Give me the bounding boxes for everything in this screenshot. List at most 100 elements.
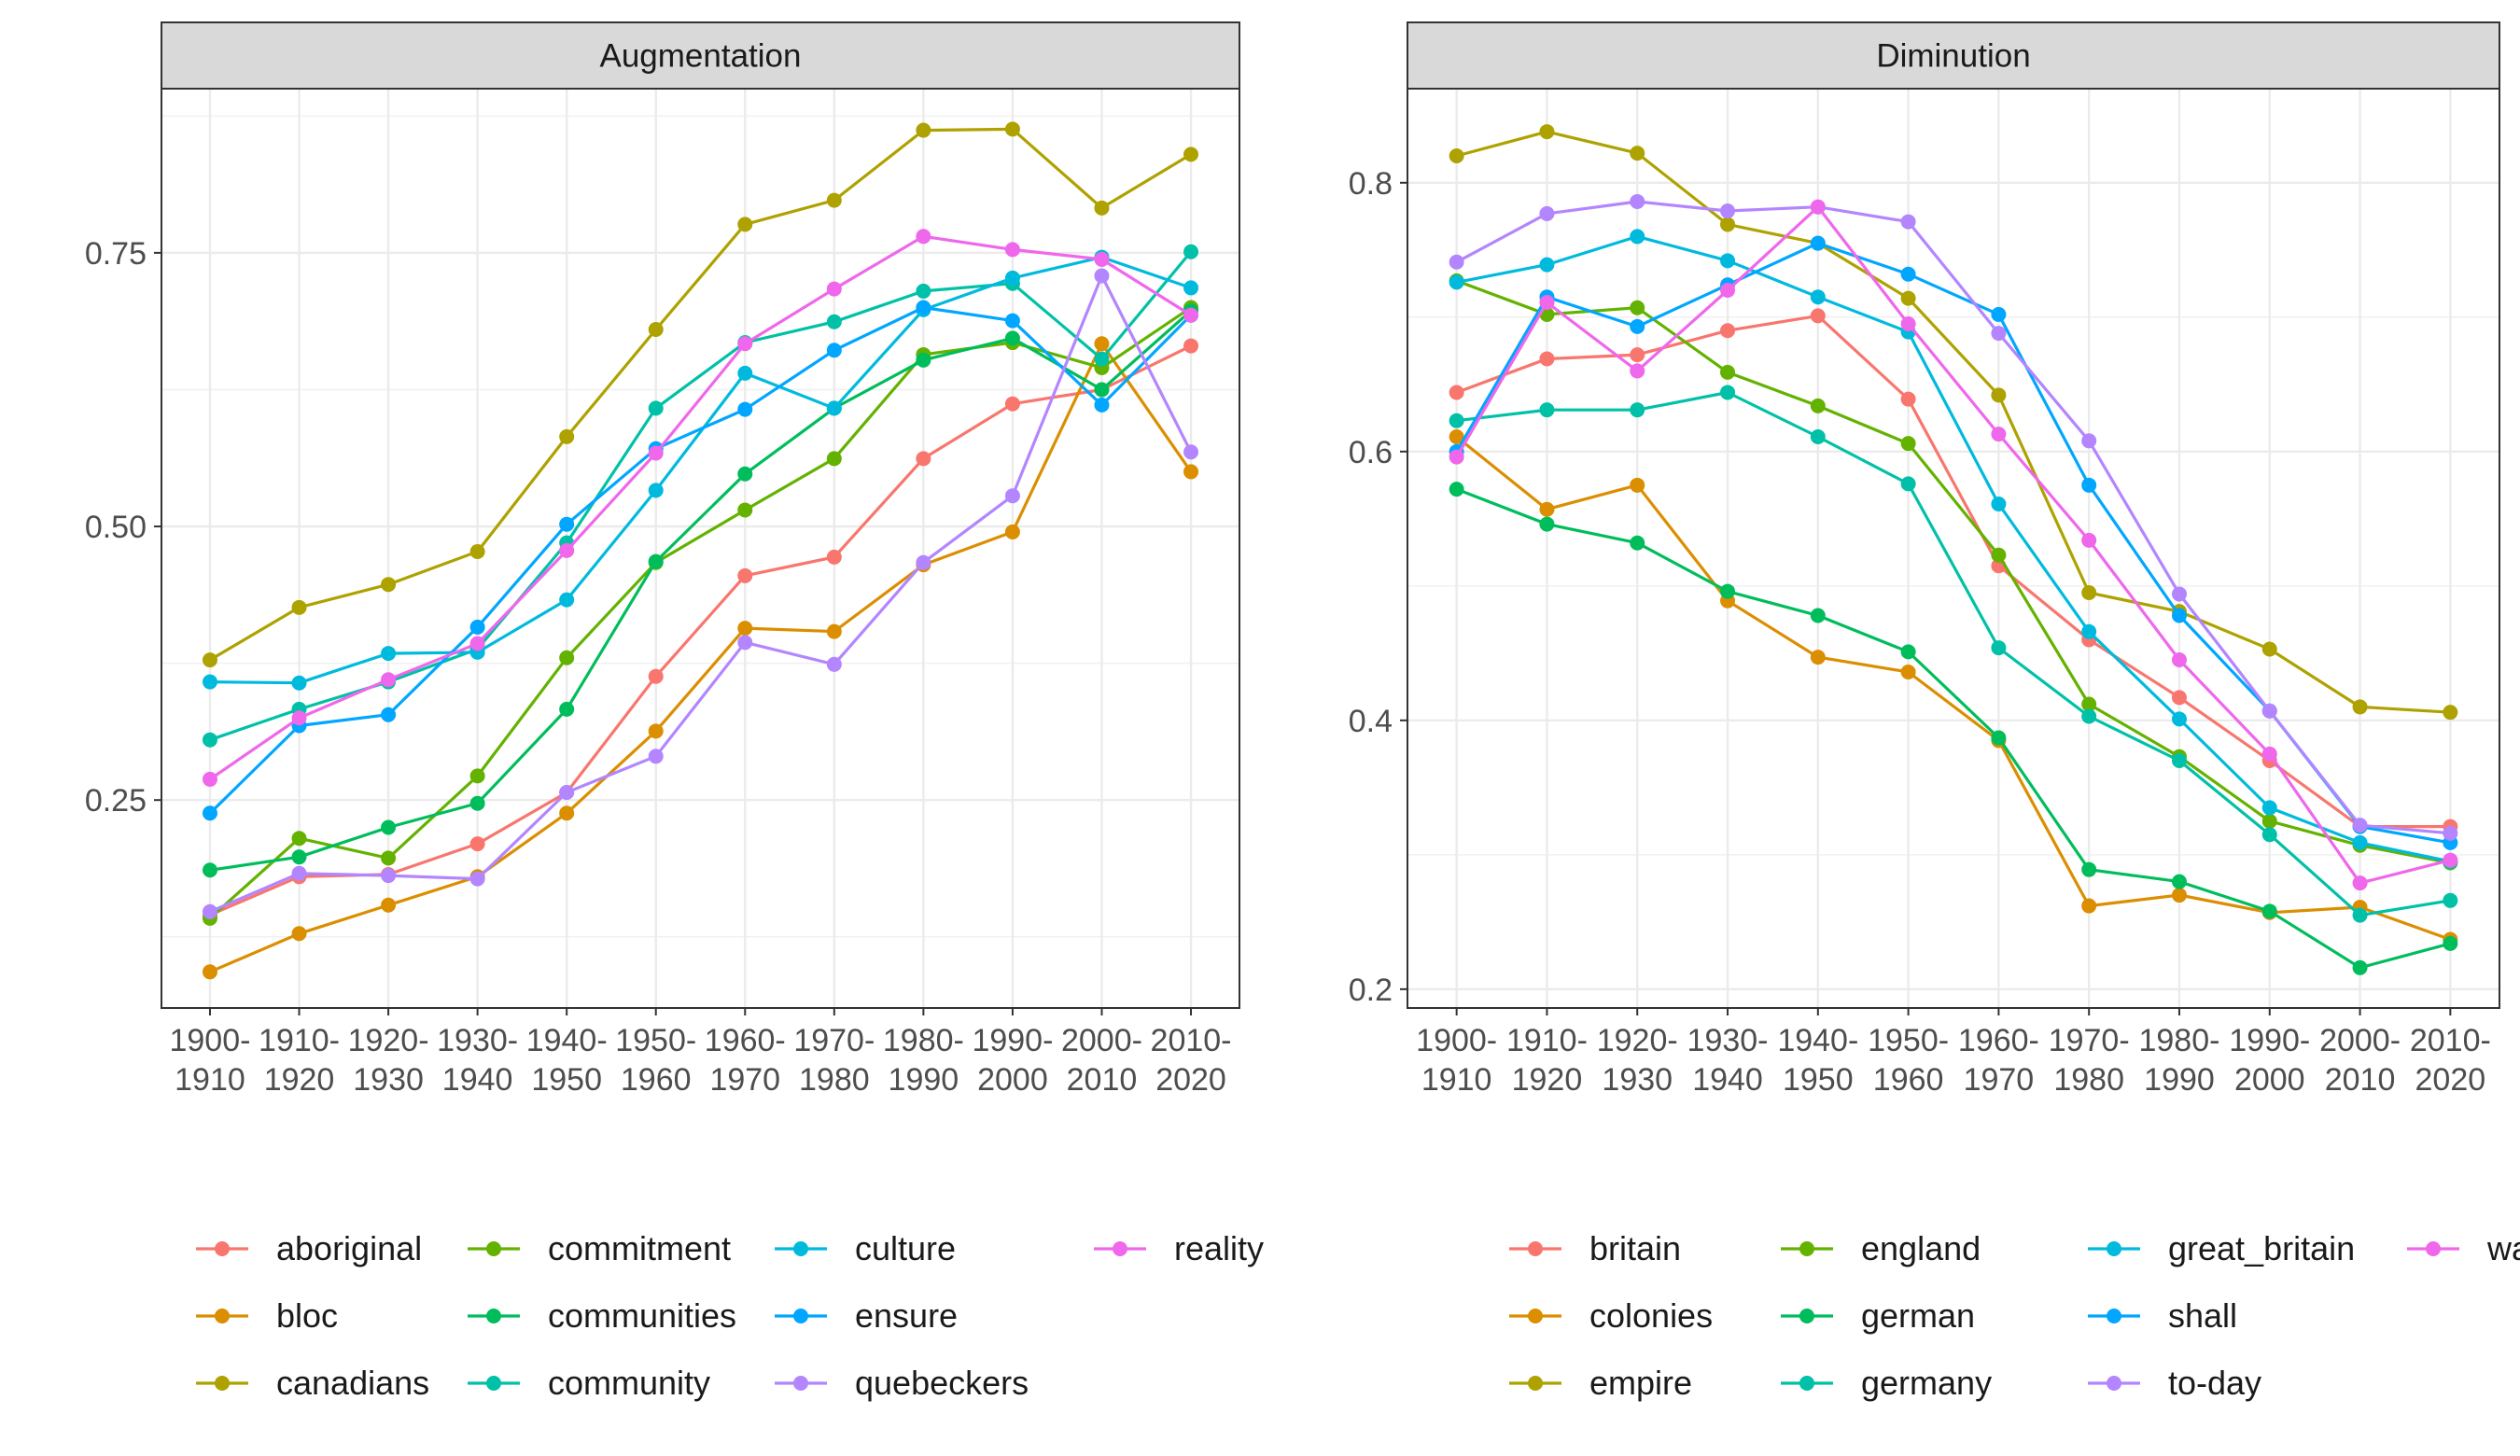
data-point-war — [1539, 294, 1555, 310]
series-canadians — [202, 121, 1199, 668]
data-point-britain — [1720, 323, 1736, 339]
legend-item-bloc: bloc — [196, 1296, 338, 1335]
series-line-quebeckers — [209, 273, 1193, 914]
x-tick-label: 1910-1920 — [259, 1023, 340, 1098]
data-point-bloc — [1004, 524, 1020, 539]
data-point-ensure — [381, 707, 397, 722]
legend-item-great-britain: great_britain — [2088, 1229, 2355, 1267]
data-point-quebeckers — [648, 749, 664, 764]
legend-item-ensure: ensure — [775, 1296, 958, 1335]
series-line-culture — [209, 256, 1192, 685]
data-point-colonies — [1539, 501, 1555, 517]
legend-label: canadians — [276, 1364, 429, 1402]
legend-key-point — [486, 1309, 501, 1323]
data-point-reality — [737, 336, 753, 352]
data-point-communities — [469, 795, 485, 811]
data-point-german — [1630, 535, 1645, 551]
data-point-empire — [2261, 641, 2277, 657]
data-point-communities — [559, 701, 575, 717]
data-point-german — [1720, 583, 1736, 599]
legend-item-colonies: colonies — [1509, 1296, 1713, 1335]
data-point-bloc — [1183, 464, 1199, 480]
data-point-england — [1810, 398, 1826, 413]
data-point-great-britain — [1720, 253, 1736, 269]
data-point-german — [2352, 959, 2368, 975]
data-point-great-britain — [2261, 800, 2277, 816]
data-point-quebeckers — [826, 656, 842, 672]
data-point-england — [1630, 300, 1645, 315]
series-line-germany — [1456, 390, 2451, 917]
data-point-aboriginal — [916, 451, 931, 467]
data-point-communities — [291, 849, 307, 865]
data-point-commitment — [737, 502, 753, 518]
plot-background — [161, 89, 1239, 1008]
series-line-to-day — [1455, 200, 2451, 835]
data-point-great-britain — [2171, 711, 2187, 727]
x-tick-label: 1950-1960 — [1868, 1023, 1949, 1098]
series-to-day — [1449, 193, 2458, 841]
legend-item-england: england — [1781, 1229, 1981, 1267]
data-point-canadians — [381, 577, 397, 593]
data-point-germany — [2171, 753, 2187, 769]
data-point-germany — [1630, 402, 1645, 418]
data-point-reality — [1094, 251, 1110, 267]
data-point-germany — [2261, 827, 2277, 843]
legend-item-shall: shall — [2088, 1296, 2237, 1335]
legend-label: culture — [855, 1229, 956, 1267]
legend-key-point — [215, 1241, 230, 1256]
x-tick-label: 1930-1940 — [437, 1023, 518, 1098]
data-point-england — [1900, 436, 1916, 452]
data-point-german — [1991, 730, 2007, 746]
data-point-reality — [291, 710, 307, 726]
series-german — [1449, 482, 2458, 975]
data-point-communities — [648, 553, 664, 569]
legend-item-britain: britain — [1509, 1229, 1681, 1267]
facet-strip — [161, 21, 1240, 90]
data-point-ensure — [737, 401, 753, 417]
data-point-community — [826, 314, 842, 329]
data-point-germany — [1900, 476, 1916, 492]
data-point-ensure — [1004, 313, 1020, 329]
series-line-empire — [1456, 130, 2451, 714]
x-tick-label: 1940-1950 — [526, 1023, 608, 1098]
data-point-culture — [1183, 280, 1199, 296]
y-tick-label: 0.4 — [1349, 704, 1393, 739]
x-tick-label: 1980-1990 — [883, 1023, 964, 1098]
data-point-communities — [737, 466, 753, 482]
data-point-germany — [2081, 708, 2097, 724]
data-point-war — [1449, 449, 1464, 465]
data-point-ensure — [469, 619, 485, 635]
augmentation-panel: Augmentation 0.25 0.50 0.75 1900-19101910-19… — [85, 21, 1240, 1098]
data-point-to-day — [1720, 203, 1736, 219]
series-bloc — [202, 336, 1199, 980]
data-point-war — [2261, 746, 2277, 762]
legend-item-germany: germany — [1781, 1364, 1992, 1402]
diminution-panel: Diminution 0.2 0.4 0.6 0.8 1900-19101910-1920… — [1349, 21, 2500, 1098]
data-point-quebeckers — [1183, 444, 1199, 460]
data-point-canadians — [559, 428, 575, 444]
data-point-aboriginal — [737, 567, 753, 583]
x-tick-label: 1990-2000 — [2229, 1023, 2310, 1098]
legend-label: reality — [1174, 1229, 1264, 1267]
legend-label: bloc — [276, 1296, 338, 1335]
data-point-germany — [1991, 640, 2007, 656]
data-point-culture — [1004, 270, 1020, 286]
legend-label: colonies — [1589, 1296, 1713, 1335]
data-point-germany — [1720, 385, 1736, 400]
legend-key-point — [793, 1241, 808, 1256]
data-point-commitment — [291, 831, 307, 847]
x-tick-label: 1920-1930 — [348, 1023, 429, 1098]
legend-key-point — [1528, 1309, 1543, 1323]
data-point-empire — [1539, 124, 1555, 140]
data-point-germany — [2352, 907, 2368, 923]
data-point-canadians — [648, 321, 664, 337]
series-line-great-britain — [1456, 234, 2451, 863]
data-point-community — [916, 283, 931, 299]
data-point-bloc — [737, 621, 753, 637]
data-point-bloc — [826, 623, 842, 639]
data-point-colonies — [1630, 477, 1645, 493]
y-tick-label: 0.25 — [85, 783, 147, 819]
data-point-colonies — [1810, 650, 1826, 665]
legend-label: to-day — [2168, 1364, 2261, 1402]
data-point-german — [2171, 874, 2187, 889]
